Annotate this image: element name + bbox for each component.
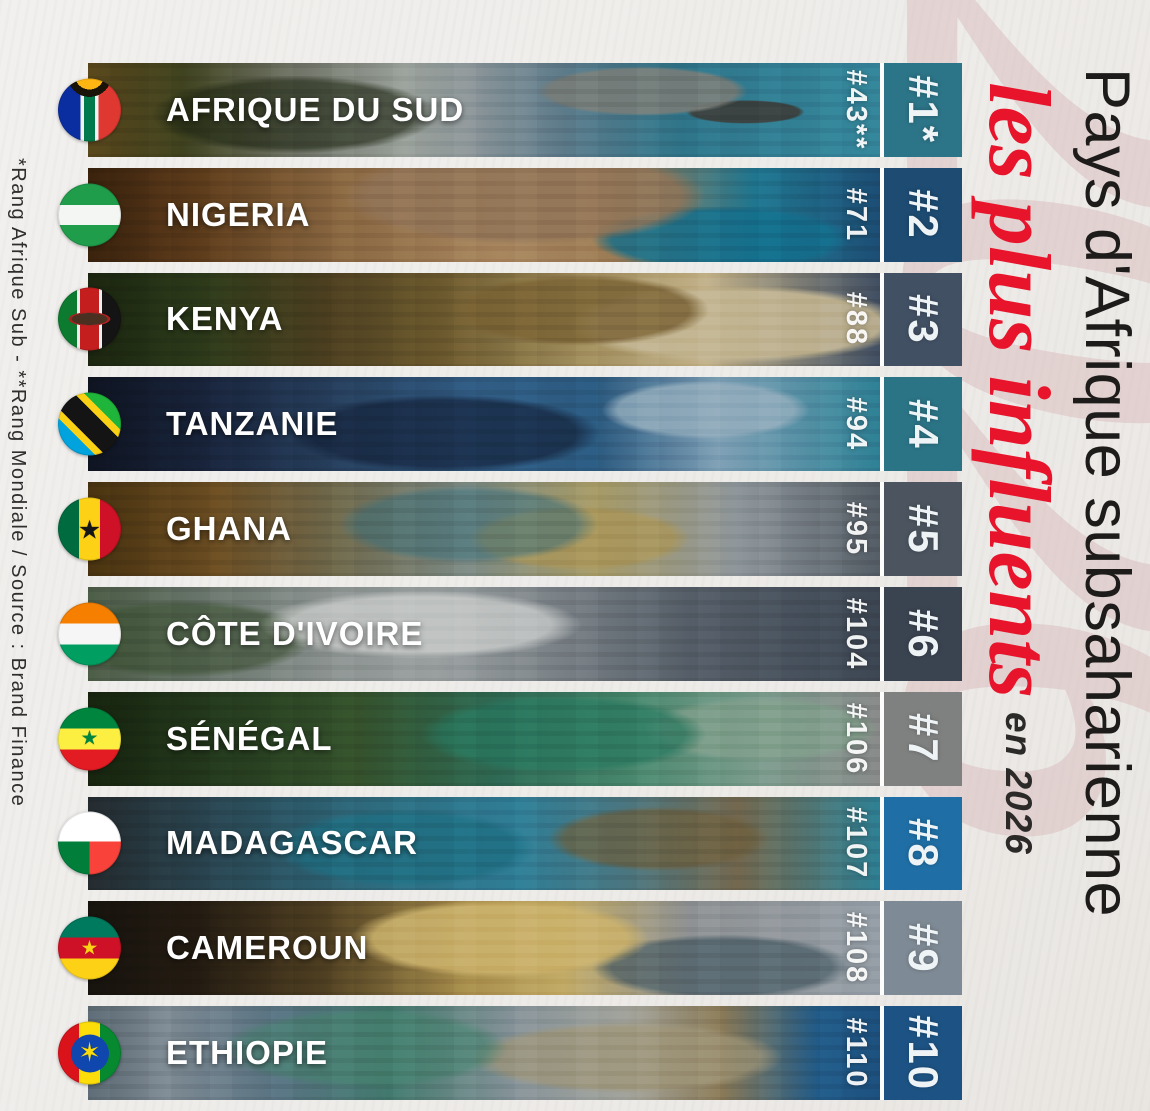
country-row: ✶ ETHIOPIE #110 #10 bbox=[58, 1006, 962, 1100]
flag-emblem: ★ bbox=[77, 514, 102, 545]
world-rank-label: #43** bbox=[840, 69, 872, 151]
country-label: AFRIQUE DU SUD bbox=[166, 90, 465, 128]
continental-rank-badge: #10 bbox=[884, 1006, 962, 1100]
continental-rank-label: #9 bbox=[900, 922, 947, 974]
country-row: ★ SÉNÉGAL #106 #7 bbox=[58, 691, 962, 786]
country-row: AFRIQUE DU SUD #43** #1* bbox=[58, 63, 962, 157]
rank-divider bbox=[880, 272, 884, 367]
continental-rank-label: #6 bbox=[900, 608, 947, 660]
country-label: MADAGASCAR bbox=[166, 824, 418, 862]
flag-icon bbox=[58, 602, 121, 666]
rank-divider bbox=[880, 167, 884, 262]
country-row: ★ GHANA #95 #5 bbox=[58, 482, 962, 576]
continental-rank-badge: #9 bbox=[884, 901, 962, 996]
title-line1: Pays d'Afrique subsaharienne bbox=[1072, 68, 1142, 918]
world-rank-label: #104 bbox=[840, 597, 872, 671]
country-label: SÉNÉGAL bbox=[166, 719, 333, 757]
country-row: ★ CAMEROUN #108 #9 bbox=[58, 901, 962, 996]
flag-icon: ★ bbox=[58, 707, 121, 771]
world-rank-label: #95 bbox=[840, 501, 872, 557]
country-row: TANZANIE #94 #4 bbox=[58, 377, 962, 472]
continental-rank-badge: #4 bbox=[884, 377, 962, 472]
flag-icon bbox=[58, 811, 121, 875]
continental-rank-label: #5 bbox=[900, 503, 947, 555]
continental-rank-badge: #6 bbox=[884, 586, 962, 681]
country-label: ETHIOPIE bbox=[166, 1034, 329, 1072]
title-line2-red: les plus influents bbox=[970, 82, 1067, 699]
rank-divider bbox=[880, 482, 884, 576]
country-photo: MADAGASCAR #107 bbox=[88, 796, 880, 891]
country-row: KENYA #88 #3 bbox=[58, 272, 962, 367]
continental-rank-badge: #1* bbox=[884, 63, 962, 157]
rank-divider bbox=[880, 586, 884, 681]
continental-rank-label: #8 bbox=[900, 818, 947, 869]
country-label: CAMEROUN bbox=[166, 929, 369, 967]
continental-rank-badge: #8 bbox=[884, 796, 962, 891]
continental-rank-label: #3 bbox=[900, 294, 947, 345]
continental-rank-badge: #5 bbox=[884, 482, 962, 576]
world-rank-label: #88 bbox=[840, 292, 872, 347]
world-rank-label: #106 bbox=[840, 702, 872, 775]
continental-rank-label: #2 bbox=[900, 189, 947, 241]
continental-rank-badge: #3 bbox=[884, 272, 962, 367]
continental-rank-badge: #7 bbox=[884, 691, 962, 786]
country-label: CÔTE D'IVOIRE bbox=[166, 614, 424, 652]
flag-emblem: ✶ bbox=[70, 1034, 109, 1073]
flag-icon: ★ bbox=[58, 497, 121, 561]
rank-divider bbox=[880, 377, 884, 472]
rank-divider bbox=[880, 796, 884, 891]
rank-divider bbox=[880, 63, 884, 157]
country-label: NIGERIA bbox=[166, 195, 311, 233]
country-photo: ETHIOPIE #110 bbox=[88, 1006, 880, 1100]
continental-rank-badge: #2 bbox=[884, 167, 962, 262]
flag-icon bbox=[58, 287, 121, 351]
flag-icon: ✶ bbox=[58, 1021, 121, 1085]
country-photo: KENYA #88 bbox=[88, 272, 880, 367]
world-rank-label: #71 bbox=[840, 187, 872, 242]
country-photo: TANZANIE #94 bbox=[88, 377, 880, 472]
country-label: GHANA bbox=[166, 510, 292, 548]
continental-rank-label: #7 bbox=[900, 713, 947, 765]
flag-icon bbox=[58, 78, 121, 142]
country-row: NIGERIA #71 #2 bbox=[58, 167, 962, 262]
flag-icon bbox=[58, 392, 121, 456]
footnote-source: *Rang Afrique Sub - **Rang Mondiale / So… bbox=[7, 158, 29, 808]
continental-rank-label: #10 bbox=[900, 1015, 947, 1092]
continental-rank-label: #4 bbox=[900, 398, 947, 450]
flag-emblem: ★ bbox=[80, 937, 99, 960]
country-photo: AFRIQUE DU SUD #43** bbox=[88, 63, 880, 157]
world-rank-label: #110 bbox=[840, 1017, 872, 1089]
flag-icon bbox=[58, 183, 121, 247]
country-photo: SÉNÉGAL #106 bbox=[88, 691, 880, 786]
page-title: Pays d'Afrique subsaharienne les plus in… bbox=[970, 68, 1144, 918]
flag-emblem: ★ bbox=[80, 727, 99, 750]
country-photo: GHANA #95 bbox=[88, 482, 880, 576]
world-rank-label: #94 bbox=[840, 397, 872, 452]
rank-divider bbox=[880, 901, 884, 996]
country-photo: CÔTE D'IVOIRE #104 bbox=[88, 586, 880, 681]
flag-icon: ★ bbox=[58, 916, 121, 980]
country-photo: NIGERIA #71 bbox=[88, 167, 880, 262]
world-rank-label: #108 bbox=[840, 912, 872, 985]
country-label: TANZANIE bbox=[166, 405, 339, 443]
title-line2: les plus influents en 2026 bbox=[970, 82, 1067, 917]
country-row: CÔTE D'IVOIRE #104 #6 bbox=[58, 586, 962, 681]
country-rows: AFRIQUE DU SUD #43** #1* NIGERIA #71 #2 … bbox=[58, 63, 962, 1100]
title-year-suffix: en 2026 bbox=[998, 712, 1039, 855]
country-photo: CAMEROUN #108 bbox=[88, 901, 880, 996]
country-row: MADAGASCAR #107 #8 bbox=[58, 796, 962, 891]
continental-rank-label: #1* bbox=[900, 75, 947, 145]
country-label: KENYA bbox=[166, 300, 284, 338]
rank-divider bbox=[880, 1006, 884, 1100]
world-rank-label: #107 bbox=[840, 807, 872, 880]
rank-divider bbox=[880, 691, 884, 786]
